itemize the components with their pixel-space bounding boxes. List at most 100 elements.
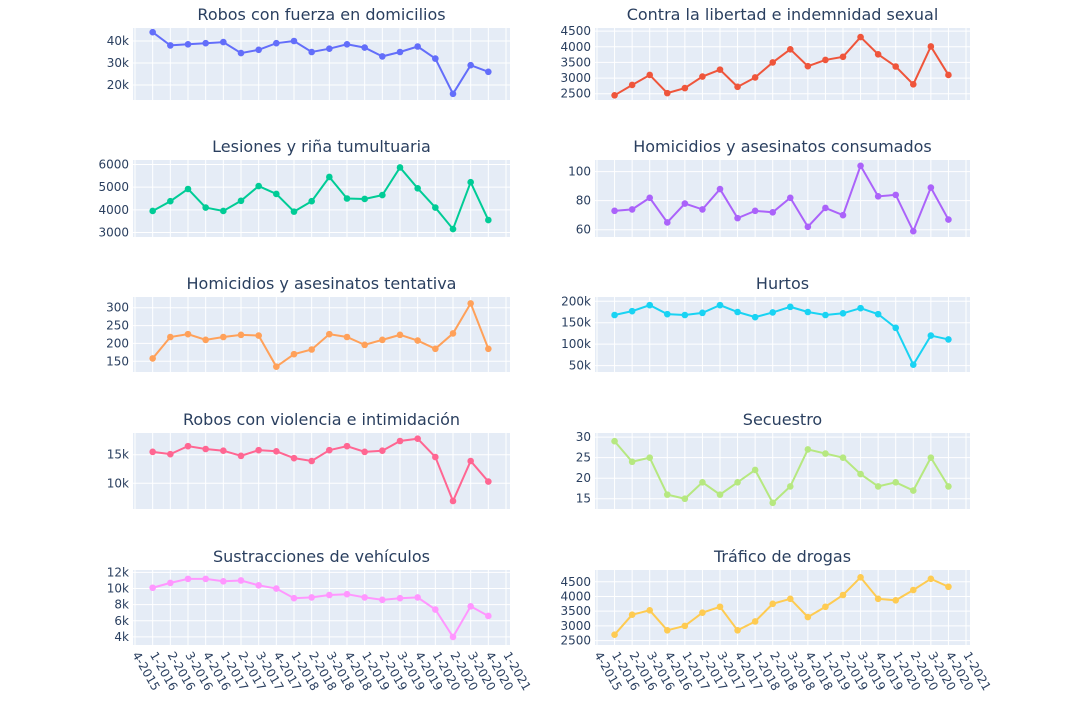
data-point bbox=[804, 308, 812, 316]
y-tick-label: 150 bbox=[106, 354, 129, 368]
data-point bbox=[485, 478, 492, 485]
data-point bbox=[786, 45, 794, 53]
subplot-title: Robos con fuerza en domicilios bbox=[197, 5, 445, 24]
data-point bbox=[927, 43, 935, 50]
data-point bbox=[273, 190, 280, 198]
data-point bbox=[839, 591, 847, 599]
data-point bbox=[681, 84, 689, 92]
data-point bbox=[379, 447, 386, 455]
subplot-title: Hurtos bbox=[756, 274, 809, 293]
data-point bbox=[414, 43, 421, 50]
data-point bbox=[716, 491, 724, 498]
data-point bbox=[255, 582, 262, 589]
data-point bbox=[628, 206, 636, 213]
y-tick-label: 2500 bbox=[560, 634, 591, 648]
data-point bbox=[361, 594, 368, 601]
data-point bbox=[308, 457, 315, 465]
data-point bbox=[343, 333, 351, 341]
data-point bbox=[751, 74, 759, 81]
subplot: Hurtos 50k 100k 150k 200k bbox=[561, 274, 970, 373]
subplot-title: Secuestro bbox=[743, 410, 822, 429]
data-point bbox=[449, 633, 457, 641]
data-point bbox=[202, 445, 209, 453]
y-tick-label: 6000 bbox=[98, 158, 129, 172]
data-point bbox=[184, 40, 192, 48]
y-tick-label: 5000 bbox=[98, 180, 129, 194]
y-tick-label: 4000 bbox=[98, 203, 129, 217]
data-point bbox=[467, 61, 474, 69]
data-point bbox=[874, 483, 882, 490]
data-point bbox=[432, 606, 439, 613]
data-point bbox=[628, 458, 636, 466]
y-tick-label: 100k bbox=[561, 337, 591, 351]
data-point bbox=[681, 311, 689, 319]
data-point bbox=[202, 336, 209, 344]
data-point bbox=[149, 584, 156, 592]
data-point bbox=[396, 594, 404, 602]
data-point bbox=[290, 454, 298, 462]
data-point bbox=[273, 39, 280, 47]
data-point bbox=[786, 595, 794, 603]
y-tick-label: 200k bbox=[561, 294, 591, 308]
y-tick-label: 100 bbox=[568, 165, 591, 179]
data-point bbox=[769, 309, 777, 316]
y-tick-label: 30 bbox=[576, 430, 591, 444]
data-point bbox=[663, 219, 671, 226]
data-point bbox=[857, 304, 864, 312]
plot-background bbox=[133, 297, 510, 372]
y-tick-label: 4500 bbox=[560, 575, 591, 589]
data-point bbox=[769, 209, 777, 216]
y-tick-label: 15 bbox=[576, 492, 591, 506]
plot-background bbox=[595, 570, 970, 645]
data-point bbox=[308, 48, 315, 56]
data-point bbox=[646, 301, 654, 309]
data-point bbox=[308, 594, 315, 601]
data-point bbox=[343, 195, 351, 202]
data-point bbox=[769, 600, 777, 608]
data-point bbox=[326, 173, 333, 181]
data-point bbox=[379, 191, 386, 199]
data-point bbox=[945, 336, 952, 343]
data-point bbox=[734, 308, 741, 316]
data-point bbox=[892, 478, 900, 486]
data-point bbox=[646, 194, 654, 202]
data-point bbox=[202, 39, 209, 47]
subplot-title: Sustracciones de vehículos bbox=[213, 547, 430, 566]
data-point bbox=[432, 55, 439, 62]
data-point bbox=[449, 90, 457, 98]
data-point bbox=[734, 626, 741, 634]
data-point bbox=[167, 579, 174, 587]
subplot: Sustracciones de vehículos4k6k8k10k12k4-… bbox=[107, 547, 534, 693]
subplot-title: Homicidios y asesinatos consumados bbox=[633, 137, 932, 156]
data-point bbox=[663, 626, 671, 634]
data-point bbox=[485, 68, 492, 76]
y-tick-label: 40k bbox=[107, 34, 129, 48]
y-tick-label: 8k bbox=[114, 598, 129, 612]
y-tick-label: 250 bbox=[106, 319, 129, 333]
data-point bbox=[255, 46, 262, 54]
data-point bbox=[734, 83, 741, 91]
data-point bbox=[927, 184, 935, 191]
plot-background bbox=[133, 570, 510, 645]
data-point bbox=[396, 48, 404, 56]
data-point bbox=[611, 311, 618, 319]
data-point bbox=[167, 42, 174, 49]
data-point bbox=[699, 73, 706, 80]
y-tick-label: 4k bbox=[114, 630, 129, 644]
data-point bbox=[184, 442, 192, 450]
data-point bbox=[396, 331, 404, 339]
data-point bbox=[290, 594, 298, 602]
data-point bbox=[202, 204, 209, 211]
data-point bbox=[646, 606, 654, 614]
data-point bbox=[237, 49, 245, 57]
data-point bbox=[822, 204, 829, 212]
plot-background bbox=[595, 160, 970, 237]
data-point bbox=[379, 336, 386, 344]
data-point bbox=[273, 585, 280, 592]
y-tick-label: 2500 bbox=[560, 87, 591, 101]
data-point bbox=[184, 330, 192, 338]
data-point bbox=[273, 447, 280, 455]
data-point bbox=[734, 214, 741, 222]
data-point bbox=[909, 487, 917, 494]
data-point bbox=[432, 345, 439, 353]
